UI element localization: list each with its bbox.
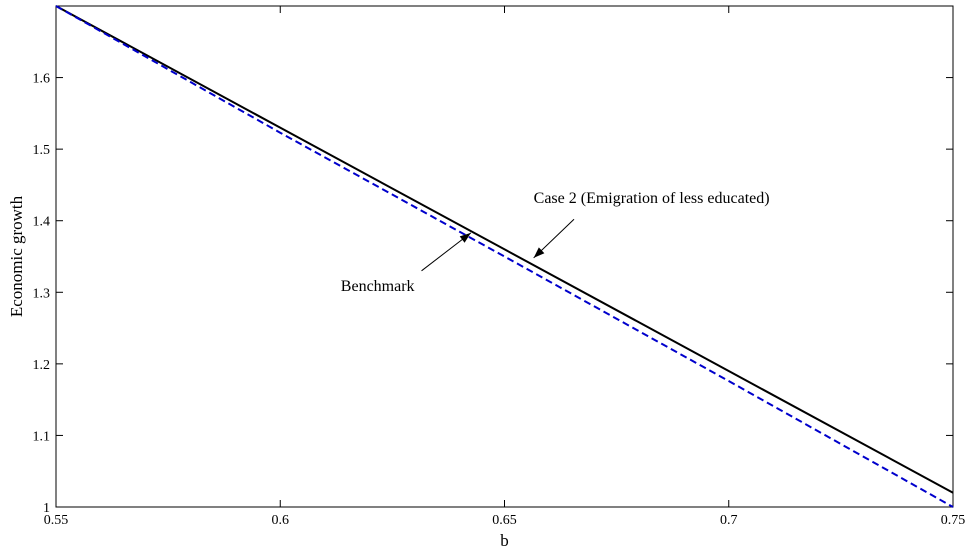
x-tick-label: 0.7 [720, 513, 738, 528]
y-tick-label: 1.6 [33, 72, 51, 87]
annotation-label-case2: Case 2 (Emigration of less educated) [534, 190, 770, 207]
y-axis-label: Economic growth [7, 195, 26, 317]
annotations-layer: Case 2 (Emigration of less educated) Benc… [341, 190, 770, 295]
series-layer [55, 5, 954, 508]
y-tick-label: 1 [43, 501, 50, 516]
x-tick-label: 0.55 [44, 513, 69, 528]
x-tick-label: 0.65 [492, 513, 517, 528]
y-tick-label: 1.3 [33, 286, 51, 301]
y-axis-ticks: 1 1.1 1.2 1.3 1.4 1.5 1.6 [33, 72, 953, 516]
x-axis-ticks: 0.55 0.6 0.65 0.7 0.75 [44, 6, 966, 528]
annotation-label-benchmark: Benchmark [341, 278, 415, 295]
annotation-arrowhead-benchmark [459, 232, 471, 243]
x-axis-label: b [500, 531, 509, 550]
y-tick-label: 1.4 [33, 215, 51, 230]
x-tick-label: 0.75 [941, 513, 966, 528]
y-tick-label: 1.5 [33, 143, 51, 158]
y-tick-label: 1.2 [33, 358, 51, 373]
y-tick-label: 1.1 [33, 429, 51, 444]
series-line-case2 [55, 5, 954, 494]
x-tick-label: 0.6 [272, 513, 290, 528]
series-line-benchmark [55, 5, 954, 508]
annotation-arrowhead-case2 [533, 247, 545, 258]
